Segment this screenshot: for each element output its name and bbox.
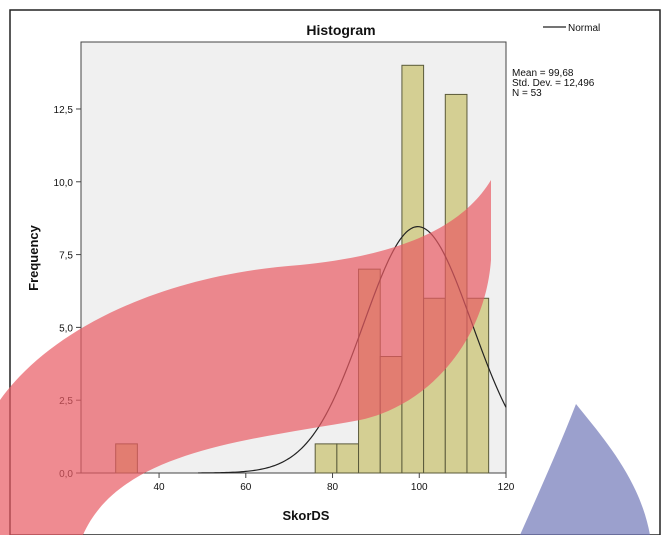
x-tick-label-1: 40	[153, 482, 165, 493]
blue-wedge-overlay	[520, 404, 650, 535]
x-axis-label: SkorDS	[283, 508, 330, 523]
stat-n: N = 53	[512, 88, 542, 99]
histogram-bar-2	[314, 443, 338, 474]
legend-label-normal: Normal	[568, 23, 600, 34]
y-tick-label-6: 12,5	[54, 105, 74, 116]
stat-mean: Mean = 99,68	[512, 68, 574, 79]
red-ribbon-overlay	[0, 180, 491, 535]
y-tick-label-5: 10,0	[54, 178, 74, 189]
stat-std-dev: Std. Dev. = 12,496	[512, 78, 595, 89]
stats-box: Mean = 99,68 Std. Dev. = 12,496 N = 53	[512, 68, 595, 99]
y-axis-label: Frequency	[26, 224, 41, 291]
legend: Normal	[543, 23, 600, 34]
x-tick-label-5: 120	[498, 482, 515, 493]
y-tick-label-3: 5,0	[59, 323, 73, 334]
chart-title: Histogram	[306, 22, 375, 38]
histogram-bar-3	[336, 443, 360, 474]
x-tick-label-3: 80	[327, 482, 339, 493]
y-tick-label-4: 7,5	[59, 251, 73, 262]
x-tick-label-4: 100	[411, 482, 428, 493]
x-tick-label-2: 60	[240, 482, 252, 493]
